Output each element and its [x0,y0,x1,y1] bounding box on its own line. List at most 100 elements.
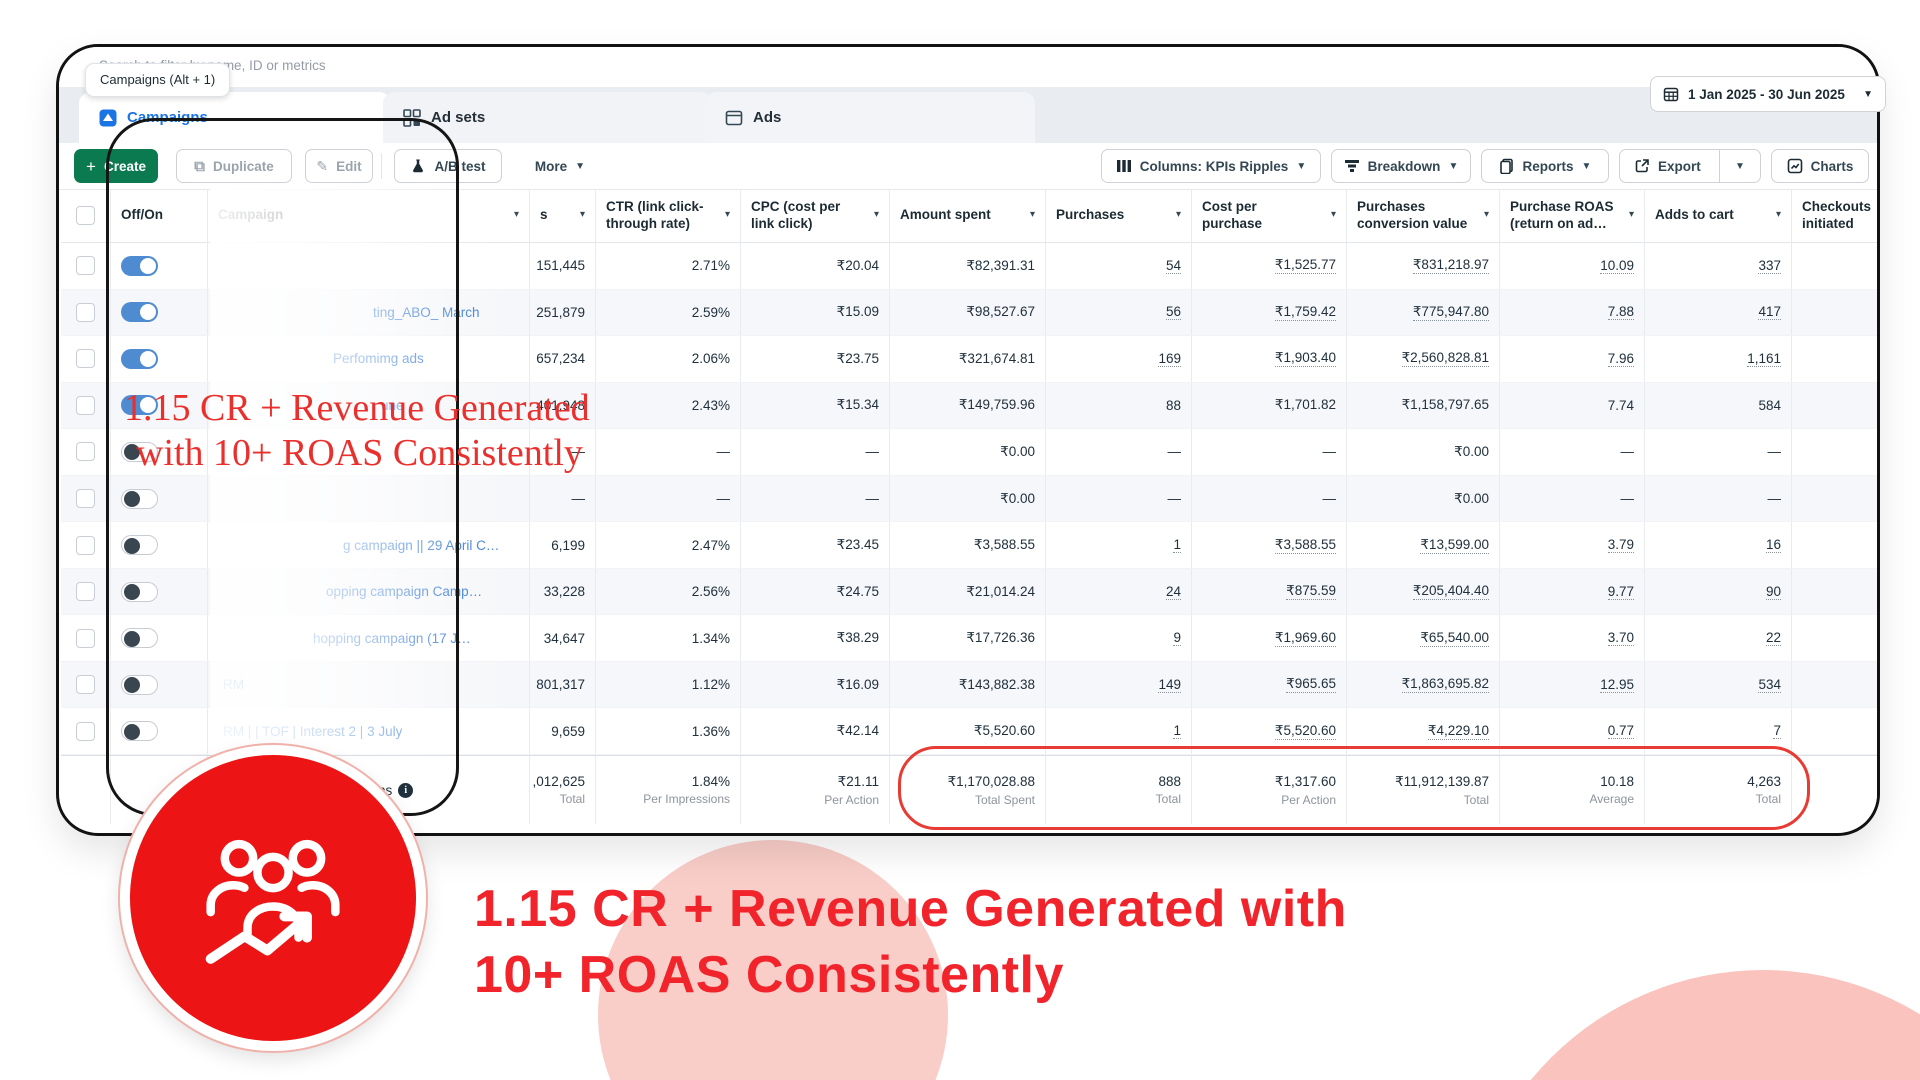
row-checkbox[interactable] [76,675,95,695]
column-header-checkouts[interactable]: Checkouts initiated [1792,189,1875,242]
campaign-toggle[interactable] [121,488,158,509]
metric-value[interactable]: 1 [1173,537,1181,554]
metric-value[interactable]: 16 [1765,537,1781,554]
metric-value[interactable]: ₹4,229.10 [1427,722,1489,740]
export-dropdown[interactable]: ▼ [1719,150,1760,182]
metric-value[interactable]: 10.09 [1600,257,1634,274]
campaign-link[interactable]: ting_ABO_ March [373,304,480,320]
metric-value[interactable]: ₹65,540.00 [1420,629,1489,647]
row-checkbox[interactable] [76,302,95,322]
campaign-toggle[interactable] [121,674,158,695]
row-checkbox[interactable] [76,582,95,602]
row-checkbox[interactable] [76,395,95,415]
metric-value[interactable]: 9 [1173,630,1181,647]
metric-value[interactable]: 7.88 [1607,304,1634,321]
metric-value[interactable]: 1 [1173,723,1181,740]
metric-value[interactable]: 7.96 [1607,350,1634,367]
metric-value[interactable]: ₹1,759.42 [1274,303,1336,321]
metric-value[interactable]: 12.95 [1600,676,1634,693]
metric-value[interactable]: ₹875.59 [1286,583,1336,601]
metric-value[interactable]: ₹5,520.60 [1274,722,1336,740]
sort-caret-icon[interactable]: ▾ [1175,209,1181,221]
metric-value[interactable]: 56 [1165,304,1181,321]
campaign-toggle[interactable] [121,395,158,416]
more-button[interactable]: More ▼ [525,149,595,183]
row-checkbox[interactable] [76,256,95,276]
campaign-link[interactable]: une [381,397,404,413]
campaign-toggle[interactable] [121,255,158,276]
tab-ads[interactable]: Ads [705,92,1035,143]
campaign-toggle[interactable] [121,535,158,556]
column-header-purchases[interactable]: Purchases ▾ [1046,189,1192,242]
campaign-link[interactable]: RM [223,677,244,693]
column-header-ctr[interactable]: CTR (link click-through rate) ▾ [596,189,741,242]
tab-ad-sets[interactable]: Ad sets [383,92,713,143]
row-checkbox[interactable] [76,535,95,555]
metric-value[interactable]: ₹3,588.55 [1274,536,1336,554]
row-checkbox[interactable] [76,442,95,462]
metric-value[interactable]: ₹2,560,828.81 [1401,350,1489,368]
tab-campaigns[interactable]: Campaigns [79,92,391,143]
metric-value[interactable]: ₹775,947.80 [1412,303,1489,321]
metric-value[interactable]: 0.77 [1607,723,1634,740]
metric-value[interactable]: ₹831,218.97 [1412,257,1489,275]
campaign-link[interactable]: hopping campaign (17 J… [313,630,471,646]
column-header-spent[interactable]: Amount spent ▾ [890,189,1046,242]
edit-button[interactable]: ✎ Edit [305,149,373,183]
ab-test-button[interactable]: A/B test [394,149,502,183]
column-header-roas[interactable]: Purchase ROAS (return on ad… ▾ [1500,189,1645,242]
campaign-link[interactable]: opping campaign Camp… [326,584,483,600]
sort-caret-icon[interactable]: ▾ [1628,209,1634,221]
row-checkbox[interactable] [76,489,95,508]
campaign-toggle[interactable] [121,721,158,742]
column-header-toggle[interactable]: Off/On [111,189,208,242]
campaign-toggle[interactable] [121,628,158,649]
metric-value[interactable]: 9.77 [1607,583,1634,600]
column-header-imp[interactable]: s ▾ [530,189,596,242]
create-button[interactable]: + Create [74,149,158,183]
metric-value[interactable]: 534 [1758,676,1781,693]
sort-caret-icon[interactable]: ▾ [579,209,585,221]
sort-caret-icon[interactable]: ▾ [513,209,519,221]
row-checkbox[interactable] [76,721,95,741]
search-bar[interactable]: Search to filter by name, ID or metrics [59,47,1877,87]
sort-caret-icon[interactable]: ▾ [1775,209,1781,221]
row-checkbox[interactable] [76,628,95,648]
breakdown-button[interactable]: Breakdown ▼ [1331,149,1471,183]
date-range-picker[interactable]: 1 Jan 2025 - 30 Jun 2025 ▼ [1650,76,1886,112]
metric-value[interactable]: 417 [1758,304,1781,321]
metric-value[interactable]: ₹205,404.40 [1412,583,1489,601]
columns-button[interactable]: Columns: KPIs Ripples ▼ [1101,149,1321,183]
sort-caret-icon[interactable]: ▾ [1029,209,1035,221]
metric-value[interactable]: 24 [1165,583,1181,600]
metric-value[interactable]: ₹1,969.60 [1274,629,1336,647]
column-header-cpc[interactable]: CPC (cost per link click) ▾ [741,189,890,242]
metric-value[interactable]: ₹965.65 [1286,676,1336,694]
metric-value[interactable]: 337 [1758,257,1781,274]
campaign-link[interactable]: Perfomimg ads [333,351,424,367]
metric-value[interactable]: ₹13,599.00 [1420,536,1489,554]
column-header-atc[interactable]: Adds to cart ▾ [1645,189,1792,242]
column-header-cpp[interactable]: Cost per purchase ▾ [1192,189,1347,242]
metric-value[interactable]: 7 [1773,723,1781,740]
metric-value[interactable]: ₹1,525.77 [1274,257,1336,275]
sort-caret-icon[interactable]: ▾ [724,209,730,221]
campaign-link[interactable]: RM | | TOF | Interest 2 | 3 July [223,723,403,739]
metric-value[interactable]: 3.79 [1607,537,1634,554]
metric-value[interactable]: 149 [1158,676,1181,693]
metric-value[interactable]: 54 [1165,257,1181,274]
sort-caret-icon[interactable]: ▾ [1330,209,1336,221]
metric-value[interactable]: 22 [1765,630,1781,647]
sort-caret-icon[interactable]: ▾ [873,209,879,221]
row-checkbox[interactable] [76,349,95,369]
campaign-toggle[interactable] [121,302,158,323]
export-button[interactable]: Export ▼ [1619,149,1761,183]
duplicate-button[interactable]: ⧉ Duplicate [176,149,292,183]
column-header-pcv[interactable]: Purchases conversion value ▾ [1347,189,1500,242]
metric-value[interactable]: ₹1,863,695.82 [1401,676,1489,694]
metric-value[interactable]: 3.70 [1607,630,1634,647]
info-icon[interactable]: i [398,782,414,798]
metric-value[interactable]: ₹1,903.40 [1274,350,1336,368]
metric-value[interactable]: 169 [1158,350,1181,367]
campaign-link[interactable]: g campaign || 29 April C… [343,537,500,553]
